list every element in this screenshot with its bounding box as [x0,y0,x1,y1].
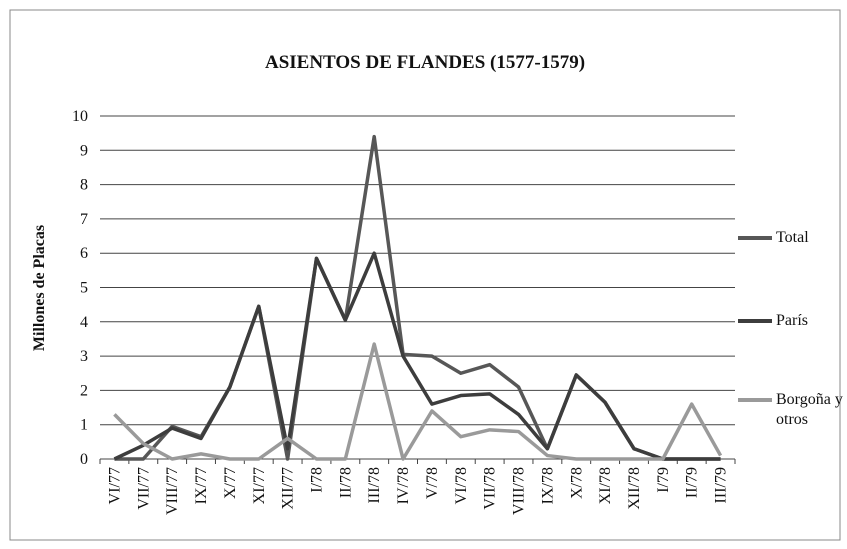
x-tick-label: VI/77 [106,467,123,504]
legend-label: París [776,312,808,329]
x-tick-label: V/78 [424,467,441,499]
x-tick-label: XII/77 [280,467,297,510]
x-tick-label: IV/78 [395,467,412,504]
x-tick-label: VIII/77 [164,467,181,515]
x-tick-label: II/78 [337,467,354,498]
x-tick-label: I/78 [308,467,325,493]
y-tick-label: 2 [80,382,88,399]
x-tick-label: VII/77 [135,467,152,510]
x-tick-label: II/79 [684,467,701,498]
chart-title: ASIENTOS DE FLANDES (1577-1579) [265,52,585,73]
x-tick-label: IX/78 [539,467,556,504]
legend-label: Total [776,229,809,246]
y-axis-label: Millones de Placas [31,225,48,351]
x-tick-label: VII/78 [482,467,499,510]
x-tick-label: VIII/78 [511,467,528,515]
x-tick-label: XI/77 [251,467,268,504]
y-tick-label: 6 [80,245,88,262]
y-tick-label: 8 [80,177,88,194]
y-tick-label: 0 [80,451,88,468]
y-tick-label: 9 [80,142,88,159]
x-tick-label: VI/78 [453,467,470,504]
legend-label: Borgoña y otros [776,391,843,428]
y-tick-label: 3 [80,348,88,365]
y-tick-label: 10 [72,108,88,125]
y-tick-label: 1 [80,417,88,434]
y-tick-label: 4 [80,314,88,331]
x-tick-label: III/78 [366,467,383,503]
x-tick-label: X/78 [568,467,585,499]
x-tick-label: IX/77 [193,467,210,504]
x-tick-label: X/77 [222,467,239,499]
y-tick-label: 5 [80,280,88,297]
x-tick-label: XII/78 [626,467,643,510]
series-line [113,342,723,461]
y-tick-label: 7 [80,211,88,228]
series-line [113,251,721,461]
x-tick-label: I/79 [655,467,672,493]
chart-border [9,9,841,541]
x-tick-label: III/79 [713,467,730,503]
x-tick-label: XI/78 [597,467,614,504]
